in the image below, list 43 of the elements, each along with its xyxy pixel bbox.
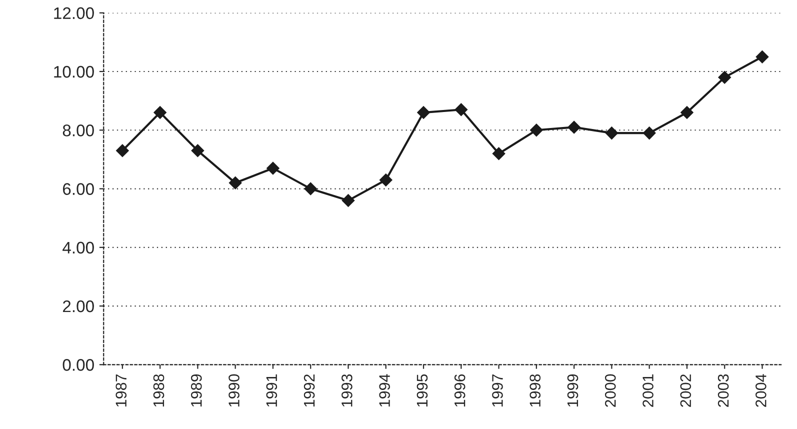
x-tick-label: 2002 xyxy=(680,374,692,407)
point xyxy=(342,194,355,207)
x-tick-label: 1996 xyxy=(454,374,466,406)
x-tick-label: 2004 xyxy=(756,374,766,407)
y-tick-label: 2.00 xyxy=(62,300,94,312)
x-tick-label: 2000 xyxy=(604,374,616,407)
x-tick-label: 2003 xyxy=(718,374,729,407)
y-tick-label: 10.00 xyxy=(54,66,94,78)
y-tick-label: 4.00 xyxy=(62,242,94,254)
point xyxy=(266,162,280,175)
point xyxy=(154,106,166,119)
x-tick-label: 1995 xyxy=(416,374,428,406)
x-tick-label: 1987 xyxy=(116,374,127,406)
y-tick-label: 6.00 xyxy=(62,183,94,195)
x-tick-label: 1990 xyxy=(228,374,240,406)
x-tick-label: 1989 xyxy=(190,374,202,406)
point xyxy=(642,126,656,140)
x-tick-label: 1991 xyxy=(266,374,278,406)
x-tick-label: 1998 xyxy=(530,374,541,406)
point xyxy=(756,50,769,64)
y-tick-label: 8.00 xyxy=(62,124,94,136)
x-tick-label: 1997 xyxy=(492,374,503,406)
point xyxy=(492,147,506,160)
point xyxy=(304,182,318,196)
x-tick-label: 1994 xyxy=(379,374,390,406)
point xyxy=(417,106,430,119)
x-tick-label: 1999 xyxy=(567,374,578,406)
y-tick-label: 12.00 xyxy=(54,7,94,20)
point xyxy=(680,106,694,119)
point xyxy=(116,144,129,158)
x-tick-label: 1988 xyxy=(153,374,164,406)
point xyxy=(530,124,543,137)
point xyxy=(605,126,618,140)
point xyxy=(191,144,204,158)
point xyxy=(379,174,392,186)
point xyxy=(228,176,242,190)
y-tick-label: 0.00 xyxy=(62,359,94,371)
point xyxy=(454,103,468,116)
point xyxy=(568,120,580,134)
x-tick-label: 1992 xyxy=(304,374,315,406)
point xyxy=(718,70,732,84)
x-tick-label: 1993 xyxy=(342,374,352,406)
x-tick-label: 2001 xyxy=(642,374,654,407)
